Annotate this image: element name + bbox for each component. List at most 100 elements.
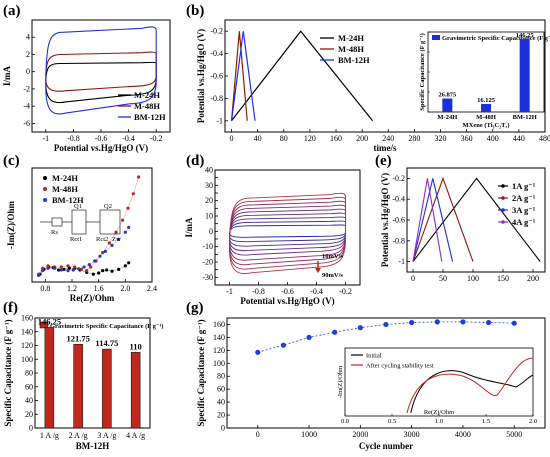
inset-bar — [442, 98, 453, 112]
panel-f-label: (f) — [3, 300, 18, 316]
circuit-label: Q2 — [104, 203, 112, 210]
x-tick-label: -0.8 — [252, 287, 265, 296]
cycling-point — [255, 349, 261, 355]
x-axis-label: Potential vs.Hg/HgO (V) — [240, 296, 334, 306]
gcd-curve — [230, 31, 248, 121]
y-tick-label: 60 — [25, 382, 33, 391]
nyquist-point — [126, 206, 130, 210]
nyquist-point — [131, 192, 135, 196]
y-axis-label: -Im(Z)/Ohm — [6, 201, 16, 250]
circuit-label: Zw — [112, 236, 121, 243]
nyquist-point — [46, 266, 50, 270]
nyquist-point — [97, 271, 101, 275]
y-tick-label: 20 — [205, 196, 213, 205]
inset-y-label: Specific Capacitance (F g⁻¹) — [419, 33, 426, 111]
y-tick-label: 0 — [209, 227, 213, 236]
nyquist-point — [91, 272, 95, 276]
x-tick-label: 200 — [356, 134, 368, 143]
nyquist-point — [59, 265, 63, 269]
nyquist-point — [66, 264, 70, 268]
y-tick-label: -0.2 — [392, 174, 405, 183]
cycling-point — [357, 325, 363, 331]
nyquist-point — [114, 230, 118, 234]
nyquist-point — [85, 269, 89, 273]
x-tick-label: 100 — [467, 274, 479, 283]
y-tick-label: 160 — [21, 314, 33, 323]
nyquist-point — [79, 267, 83, 271]
cv-loop-bm-12h — [45, 26, 157, 115]
y-axis-label: I/mA — [184, 217, 194, 238]
nyquist-point — [93, 259, 97, 263]
y-tick-label: -6 — [23, 119, 30, 128]
y-tick-label: -1 — [216, 116, 223, 125]
x-tick-label: 2000 — [352, 430, 368, 439]
inset-x-tick-label: 0.5 — [388, 418, 396, 425]
x-axis-label: BM-12H — [76, 441, 110, 451]
legend-label: M-48H — [338, 44, 364, 54]
y-axis-label: I/mA — [2, 66, 12, 87]
x-tick-label: 320 — [435, 134, 447, 143]
inset-category-label: BM-12H — [513, 114, 537, 121]
nyquist-point — [66, 269, 70, 273]
x-tick-label: 360 — [461, 134, 473, 143]
x-tick-label: 0 — [230, 134, 234, 143]
x-tick-label: -0.8 — [67, 134, 80, 143]
panel-d-label: (d) — [186, 153, 204, 169]
x-axis-label: Re(Z)/Ohm — [70, 293, 115, 303]
y-tick-label: 0 — [221, 424, 225, 433]
x-tick-label: 1 A /g — [40, 431, 59, 440]
cycling-trend — [257, 321, 515, 353]
circuit-label: Q1 — [74, 203, 82, 210]
panel-b-label: (b) — [186, 3, 204, 19]
bar — [44, 327, 55, 429]
cycling-point — [409, 319, 415, 326]
y-tick-label: 4 — [26, 33, 30, 42]
inset-legend-label: After cycling stability test — [366, 363, 434, 370]
bar — [102, 348, 112, 429]
nyquist-point — [41, 269, 45, 273]
x-axis-label: Cycle number — [359, 441, 413, 451]
inset-x-tick-label: 0.0 — [341, 418, 349, 425]
y-tick-label: -0.8 — [210, 94, 223, 103]
inset-after-curve — [406, 357, 534, 414]
inset-legend-swatch — [432, 35, 440, 40]
nyquist-point — [98, 254, 102, 258]
x-tick-label: 50 — [439, 274, 447, 283]
legend-label: M-24H — [52, 173, 78, 183]
nyquist-point — [127, 261, 131, 265]
inset-value-label: 16.125 — [477, 97, 496, 104]
x-axis-label: Potential vs.Hg/HgO (V) — [54, 143, 148, 153]
annotation-label: 10mV/s — [322, 253, 343, 260]
x-tick-label: -0.4 — [122, 134, 135, 143]
x-tick-label: 150 — [497, 274, 509, 283]
cycling-point — [434, 319, 440, 325]
nyquist-point — [101, 269, 105, 273]
y-tick-label: 30 — [205, 181, 213, 190]
y-tick-label: -1 — [398, 257, 405, 266]
bar-value-label: 146.25 — [38, 316, 61, 326]
x-tick-label: -1 — [42, 134, 49, 143]
nyquist-point — [46, 264, 50, 268]
x-tick-label: 400 — [487, 134, 499, 143]
x-tick-label: 440 — [513, 134, 525, 143]
inset-x-tick-label: 2.0 — [529, 418, 537, 425]
legend-swatch — [39, 321, 49, 329]
legend-marker — [43, 187, 47, 191]
y-tick-label: -0.4 — [392, 195, 405, 204]
y-tick-label: -0.2 — [210, 27, 223, 36]
inset-bar — [519, 38, 530, 112]
y-tick-label: 40 — [205, 166, 213, 175]
y-tick-label: 60 — [217, 385, 225, 394]
cycling-point — [511, 320, 517, 326]
legend-marker — [501, 196, 505, 200]
legend-label: 3A g⁻¹ — [512, 205, 536, 215]
y-tick-label: -30 — [202, 273, 213, 282]
x-tick-label: 2 A /g — [69, 431, 88, 440]
inset-category-label: M-24H — [437, 114, 457, 121]
legend-label: M-24H — [338, 33, 364, 43]
panel-e-label: (e) — [375, 153, 392, 169]
x-tick-label: 0 — [256, 430, 260, 439]
x-tick-label: -0.2 — [150, 134, 163, 143]
legend-label: BM-12H — [338, 55, 370, 65]
